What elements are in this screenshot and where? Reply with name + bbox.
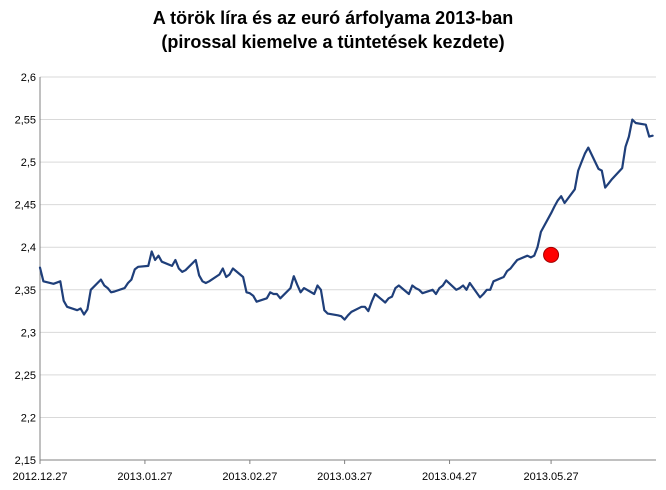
y-tick-label: 2,55 <box>15 115 36 127</box>
x-tick-label: 2013.04.27 <box>422 471 477 483</box>
x-tick-label: 2013.03.27 <box>317 471 372 483</box>
y-tick-label: 2,6 <box>21 72 36 84</box>
x-tick-label: 2012.12.27 <box>12 471 67 483</box>
axes <box>39 77 656 464</box>
x-tick-labels: 2012.12.27 2013.01.27 2013.02.27 2013.03.27… <box>12 471 578 483</box>
x-tick-label: 2013.05.27 <box>524 471 579 483</box>
y-tick-label: 2,2 <box>21 412 36 424</box>
chart-subtitle: (pirossal kiemelve a tüntetések kezdete) <box>161 32 505 52</box>
y-tick-label: 2,5 <box>21 157 36 169</box>
y-tick-label: 2,35 <box>15 285 36 297</box>
chart-title: A török líra és az euró árfolyama 2013-b… <box>152 8 514 28</box>
y-tick-labels: 2,6 2,55 2,5 2,45 2,4 2,35 2,3 2,25 2,2 2,15 <box>15 72 36 467</box>
series-layer <box>38 118 654 321</box>
gridlines <box>40 76 656 461</box>
y-tick-label: 2,15 <box>15 455 36 467</box>
chart-title-block: A török líra és az euró árfolyama 2013-b… <box>0 6 666 54</box>
y-tick-label: 2,4 <box>21 242 36 254</box>
x-tick-label: 2013.01.27 <box>117 471 172 483</box>
y-tick-label: 2,3 <box>21 327 36 339</box>
x-tick-label: 2013.02.27 <box>222 471 277 483</box>
y-tick-label: 2,45 <box>15 200 36 212</box>
highlight-point <box>543 246 560 263</box>
highlight-layer <box>543 246 560 263</box>
y-tick-label: 2,25 <box>15 370 36 382</box>
series-line <box>38 118 654 321</box>
